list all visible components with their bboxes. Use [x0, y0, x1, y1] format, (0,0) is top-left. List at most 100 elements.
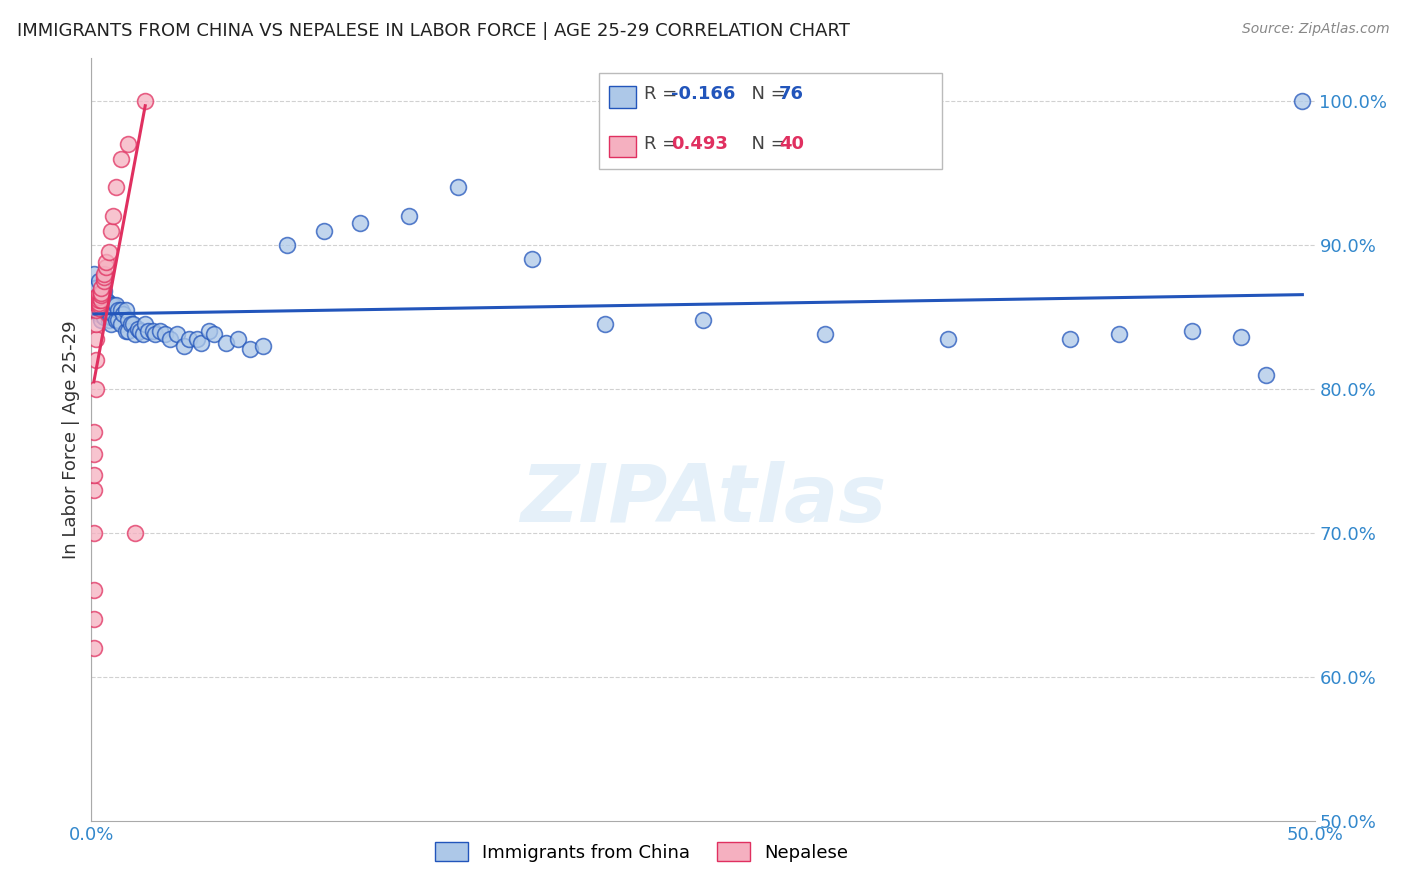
Point: [134, 317, 156, 331]
Point: [94, 260, 117, 274]
Point: [87, 307, 110, 321]
Point: [84, 302, 107, 317]
Point: [103, 307, 125, 321]
Point: [83, 640, 105, 655]
Point: [1181, 325, 1204, 339]
Point: [83, 425, 105, 439]
Point: [159, 332, 181, 346]
Point: [87, 293, 110, 307]
Point: [104, 298, 127, 312]
Point: [100, 317, 122, 331]
Text: Source: ZipAtlas.com: Source: ZipAtlas.com: [1241, 22, 1389, 37]
Point: [97, 295, 120, 310]
Point: [94, 293, 117, 307]
Point: [112, 307, 135, 321]
Point: [93, 284, 115, 298]
Point: [117, 137, 139, 152]
Point: [84, 295, 107, 310]
Point: [173, 339, 195, 353]
FancyBboxPatch shape: [599, 73, 942, 169]
Point: [100, 224, 122, 238]
Point: [936, 332, 959, 346]
Text: IMMIGRANTS FROM CHINA VS NEPALESE IN LABOR FORCE | AGE 25-29 CORRELATION CHART: IMMIGRANTS FROM CHINA VS NEPALESE IN LAB…: [17, 22, 849, 40]
Point: [107, 302, 129, 317]
Point: [83, 281, 105, 295]
Text: -0.166: -0.166: [671, 86, 735, 103]
Point: [103, 209, 125, 223]
Point: [93, 269, 115, 284]
Point: [129, 325, 152, 339]
Point: [97, 302, 120, 317]
Point: [276, 238, 298, 252]
Text: ZIPAtlas: ZIPAtlas: [520, 461, 886, 540]
Point: [186, 332, 208, 346]
Text: R =: R =: [644, 135, 683, 153]
Text: N =: N =: [740, 86, 792, 103]
Point: [90, 288, 112, 302]
Text: N =: N =: [740, 135, 792, 153]
Text: 40: 40: [779, 135, 804, 153]
Point: [127, 321, 149, 335]
Point: [252, 339, 274, 353]
Point: [93, 274, 115, 288]
Point: [93, 267, 115, 281]
Point: [90, 302, 112, 317]
Point: [110, 152, 132, 166]
Point: [87, 298, 110, 312]
Point: [84, 353, 107, 368]
Point: [117, 313, 139, 327]
Point: [447, 180, 470, 194]
Point: [93, 310, 115, 324]
Point: [87, 301, 110, 316]
Point: [87, 287, 110, 301]
Point: [97, 313, 120, 327]
Point: [117, 325, 139, 339]
Point: [103, 298, 125, 312]
Point: [83, 525, 105, 540]
Point: [90, 313, 112, 327]
Point: [349, 217, 371, 231]
Point: [87, 295, 110, 310]
Point: [239, 342, 262, 356]
Point: [692, 313, 714, 327]
Text: 0.493: 0.493: [671, 135, 728, 153]
Bar: [609, 87, 636, 108]
Point: [94, 302, 117, 317]
Point: [94, 255, 117, 269]
Point: [153, 327, 176, 342]
Point: [84, 302, 107, 317]
Point: [120, 317, 142, 331]
Point: [83, 612, 105, 626]
Point: [312, 224, 335, 238]
Point: [100, 310, 122, 324]
Point: [87, 274, 110, 288]
Point: [141, 325, 163, 339]
Point: [1230, 330, 1253, 344]
Point: [136, 325, 159, 339]
Point: [107, 313, 129, 327]
Point: [90, 285, 112, 300]
Point: [104, 313, 127, 327]
Point: [87, 295, 110, 310]
Point: [84, 281, 107, 295]
Point: [84, 290, 107, 304]
Point: [134, 94, 156, 108]
Point: [1059, 332, 1081, 346]
Point: [114, 302, 136, 317]
Point: [93, 295, 115, 310]
Point: [84, 332, 107, 346]
Point: [87, 290, 110, 304]
Legend: Immigrants from China, Nepalese: Immigrants from China, Nepalese: [429, 835, 855, 869]
Point: [90, 288, 112, 302]
Point: [83, 483, 105, 497]
Point: [124, 525, 146, 540]
Point: [132, 327, 155, 342]
Point: [84, 291, 107, 305]
Point: [814, 327, 837, 342]
Point: [215, 335, 238, 350]
Point: [1254, 368, 1277, 382]
Point: [110, 302, 132, 317]
Point: [84, 317, 107, 331]
Point: [114, 325, 136, 339]
Point: [124, 327, 146, 342]
